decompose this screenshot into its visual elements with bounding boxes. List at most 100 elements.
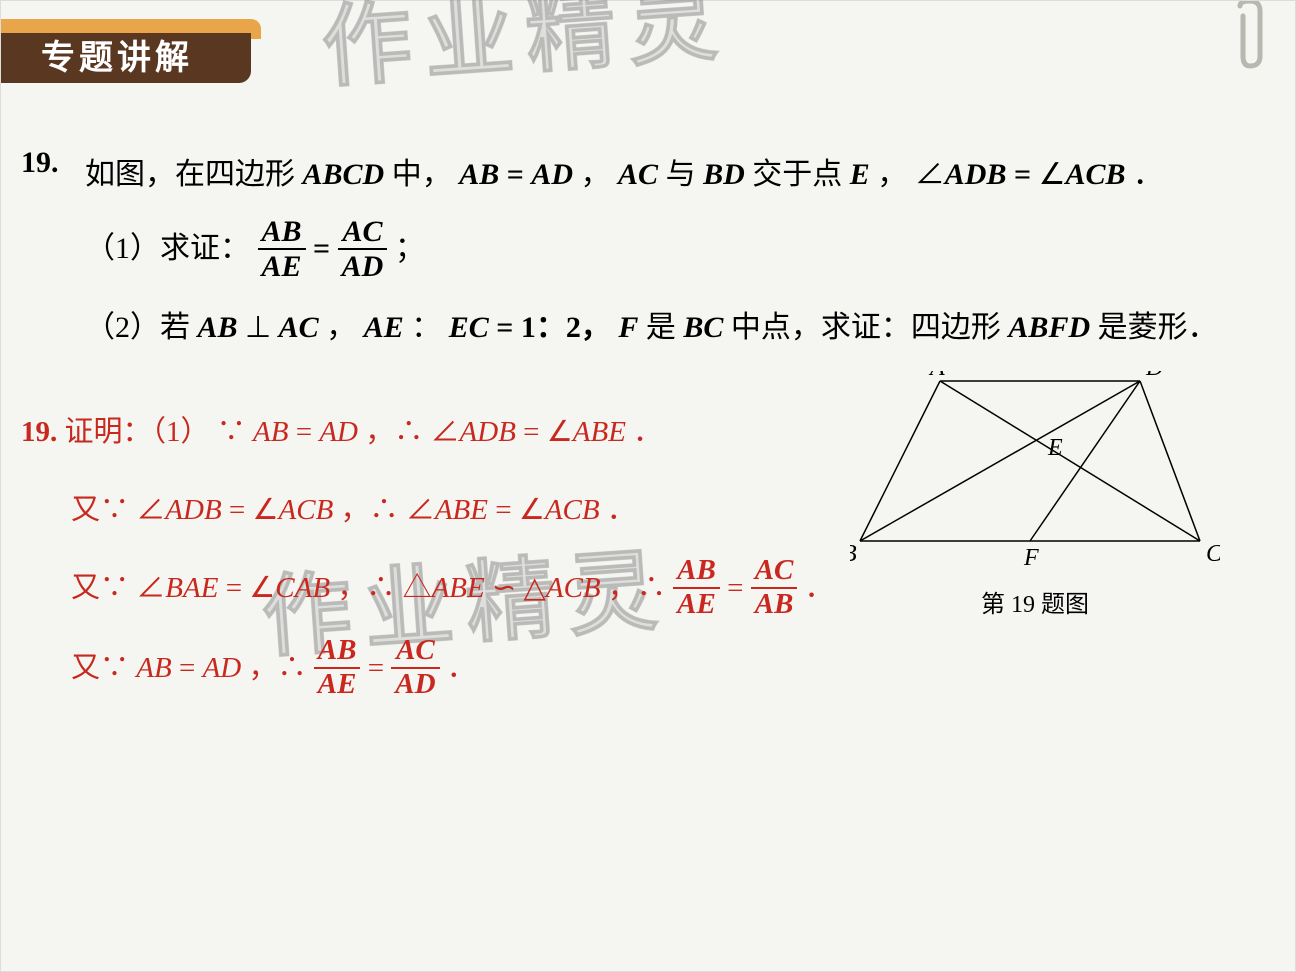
- proof-line-3: 又∵ ∠BAE = ∠CAB ，∴ △ABE ∽ △ACB ，∴ AB AE =…: [21, 557, 881, 623]
- math: ∠: [519, 494, 545, 526]
- math: ∠: [547, 416, 573, 448]
- math: ABE: [435, 494, 488, 526]
- text: 中点，求证：四边形: [731, 311, 1001, 344]
- svg-text:A: A: [928, 371, 945, 381]
- math: =: [296, 416, 320, 448]
- numerator: AB: [673, 555, 720, 589]
- math: E: [850, 158, 870, 191]
- math: ∠: [136, 494, 165, 526]
- math: =: [523, 416, 547, 448]
- text: 交于点: [752, 158, 842, 191]
- question-block: 19. 如图，在四边形 ABCD 中， AB = AD ， AC 与 BD 交于…: [21, 146, 1265, 370]
- proof-line-2: 又∵ ∠ADB = ∠ACB ，∴ ∠ABE = ∠ACB ．: [21, 479, 881, 543]
- math: AB: [253, 416, 288, 448]
- math: ABE: [573, 416, 626, 448]
- numerator: AC: [391, 635, 439, 669]
- text: ，∴ △: [337, 572, 431, 604]
- question-stem: 如图，在四边形 ABCD 中， AB = AD ， AC 与 BD 交于点 E …: [85, 146, 1259, 203]
- math: =: [507, 158, 532, 191]
- fraction: AB AE: [258, 215, 306, 283]
- math: ∠: [136, 572, 165, 604]
- math: ACB: [279, 494, 334, 526]
- math: BAE: [165, 572, 218, 604]
- text: 又∵: [71, 494, 136, 526]
- math: =: [368, 652, 392, 684]
- text: ；: [395, 232, 425, 265]
- math: ABFD: [1008, 311, 1090, 344]
- proof-block: 19. 证明：（1） ∵ AB = AD ，∴ ∠ADB = ∠ABE ． 又∵…: [21, 401, 881, 717]
- math: AB: [198, 311, 238, 344]
- math: AC: [279, 311, 319, 344]
- text: 证明：（1）: [65, 416, 210, 448]
- math: =: [727, 572, 751, 604]
- svg-text:E: E: [1047, 435, 1063, 461]
- text: （2）若: [85, 311, 190, 344]
- text: ．: [607, 494, 636, 526]
- math: AD: [203, 652, 242, 684]
- math: = 1：2，: [496, 311, 611, 344]
- math: ABE: [432, 572, 485, 604]
- math: ∽ △: [492, 572, 546, 604]
- text: ，∴: [248, 652, 313, 684]
- math: ∠: [915, 158, 945, 191]
- text: 又∵: [71, 652, 136, 684]
- geometry-diagram: A D B C F E: [850, 371, 1220, 571]
- math: F: [618, 311, 638, 344]
- fraction: AC AB: [751, 555, 798, 621]
- math: BD: [703, 158, 745, 191]
- svg-text:F: F: [1023, 545, 1039, 571]
- math: ADB: [945, 158, 1007, 191]
- denominator: AB: [751, 589, 798, 621]
- text: 是: [646, 311, 676, 344]
- numerator: AC: [338, 215, 388, 250]
- fraction: AB AE: [673, 555, 720, 621]
- math: ∠: [1039, 158, 1066, 191]
- svg-text:B: B: [850, 541, 857, 567]
- svg-text:C: C: [1206, 541, 1220, 567]
- fraction: AC AD: [391, 635, 439, 701]
- math: AE: [364, 311, 404, 344]
- question-part-2: （2）若 AB ⊥ AC ， AE ： EC = 1：2， F 是 BC 中点，…: [85, 299, 1259, 356]
- math: ∠: [406, 494, 435, 526]
- math: ∠: [253, 494, 279, 526]
- text: 中，: [392, 158, 452, 191]
- denominator: AE: [258, 250, 306, 283]
- text: （1）求证：: [85, 232, 250, 265]
- math: =: [313, 232, 338, 265]
- text: ．: [447, 652, 476, 684]
- header-title: 专题讲解: [1, 33, 251, 83]
- section-header: 专题讲解: [1, 19, 271, 89]
- math: CAB: [275, 572, 330, 604]
- text: ，∴: [341, 494, 406, 526]
- text: 如图，在四边形: [85, 158, 295, 191]
- math: AD: [531, 158, 573, 191]
- paperclip-icon: [1225, 1, 1275, 81]
- numerator: AB: [314, 635, 361, 669]
- denominator: AD: [338, 250, 388, 283]
- text: ，: [581, 158, 611, 191]
- math: =: [495, 494, 519, 526]
- question-body: 如图，在四边形 ABCD 中， AB = AD ， AC 与 BD 交于点 E …: [85, 146, 1259, 370]
- math: AB: [136, 652, 171, 684]
- denominator: AE: [673, 589, 720, 621]
- proof-line-1: 19. 证明：（1） ∵ AB = AD ，∴ ∠ADB = ∠ABE ．: [21, 401, 881, 465]
- numerator: AC: [751, 555, 798, 589]
- proof-number: 19.: [21, 416, 57, 448]
- math: ACB: [546, 572, 601, 604]
- math: ∠: [249, 572, 275, 604]
- text: 是菱形．: [1098, 311, 1218, 344]
- denominator: AE: [314, 669, 361, 701]
- math: ADB: [165, 494, 221, 526]
- figure-caption: 第 19 题图: [835, 584, 1235, 619]
- figure-19: A D B C F E 第 19 题图: [835, 371, 1235, 619]
- text: ：: [411, 311, 441, 344]
- text: ．: [805, 572, 834, 604]
- fraction: AB AE: [314, 635, 361, 701]
- math: ⊥: [245, 311, 271, 344]
- math: ABCD: [303, 158, 385, 191]
- svg-text:D: D: [1145, 371, 1163, 381]
- math: ACB: [545, 494, 600, 526]
- text: ，: [877, 158, 907, 191]
- text: 与: [666, 158, 696, 191]
- math: EC: [449, 311, 489, 344]
